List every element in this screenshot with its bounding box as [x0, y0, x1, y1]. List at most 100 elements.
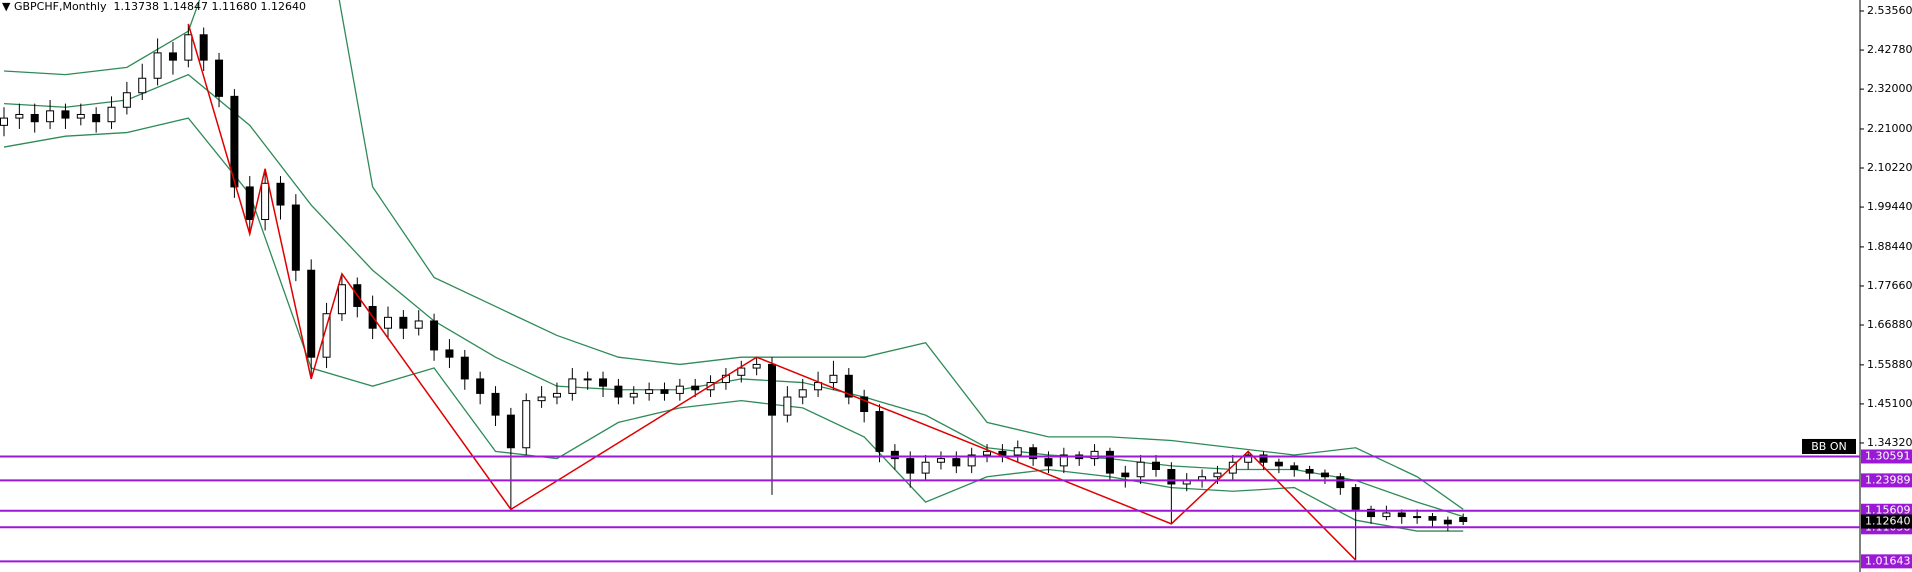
candle-body — [1105, 450, 1114, 474]
candle-body — [1136, 461, 1145, 478]
candle-body — [890, 450, 899, 460]
candle-body — [752, 363, 761, 369]
candle-body — [936, 458, 945, 463]
candle-body — [906, 458, 915, 474]
candle-body — [215, 59, 224, 97]
candle-body — [599, 378, 608, 387]
candle-body — [860, 396, 869, 413]
candle-body — [92, 113, 101, 123]
candle-body — [445, 349, 454, 358]
candle-body — [675, 385, 684, 394]
candle-body — [15, 113, 24, 119]
candle-body — [537, 396, 546, 402]
candle-body — [414, 320, 423, 329]
candle-body — [1428, 516, 1437, 521]
candle-body — [1320, 472, 1329, 478]
y-tick-label: 2.21000 — [1867, 122, 1912, 135]
candle-body — [384, 316, 392, 329]
candle-body — [230, 95, 239, 188]
candle-body — [184, 34, 193, 61]
candle-body — [107, 106, 116, 123]
y-tick-label: 2.32000 — [1867, 82, 1912, 95]
candle-body — [798, 389, 807, 398]
candle-body — [983, 450, 992, 456]
y-tick-label: 1.34320 — [1867, 436, 1912, 449]
level-label-bg — [1861, 473, 1912, 488]
level-label-bg — [1861, 503, 1912, 518]
level-label-bg — [1861, 554, 1912, 569]
candle-body — [875, 411, 884, 452]
candle-body — [1121, 472, 1130, 478]
candle-body — [307, 269, 316, 358]
level-label: 1.23989 — [1865, 473, 1911, 486]
plot-area — [0, 0, 1468, 561]
y-tick-label: 1.45100 — [1867, 397, 1912, 410]
candle-body — [737, 367, 746, 376]
candle-body — [1244, 454, 1253, 463]
candle-body — [967, 454, 976, 467]
level-label: 1.15609 — [1865, 504, 1911, 517]
candle-body — [1459, 517, 1468, 523]
candle-body — [1167, 468, 1176, 485]
close-label: 1.12640 — [260, 0, 307, 13]
candle-body — [1305, 468, 1314, 474]
indicator-label: BB ON — [1811, 440, 1846, 453]
candle-body — [614, 385, 623, 398]
y-tick-label: 1.66880 — [1867, 318, 1912, 331]
candle-body — [460, 356, 469, 380]
y-tick-label: 1.55880 — [1867, 358, 1912, 371]
candle-body — [61, 110, 70, 119]
chart-header: ▼ GBPCHF,Monthly 1.13738 1.14847 1.11680… — [2, 0, 306, 13]
candle-body — [768, 363, 776, 416]
candle-body — [660, 389, 669, 394]
candle-body — [491, 392, 500, 416]
candle-body — [430, 320, 439, 351]
candle-body — [291, 204, 300, 271]
candle-body — [1013, 447, 1022, 456]
level-label: 1.01643 — [1865, 554, 1911, 567]
candle-body — [1029, 447, 1038, 460]
candle-body — [844, 374, 853, 398]
candle-body — [1044, 458, 1053, 467]
level-label: 1.30591 — [1865, 449, 1911, 462]
bollinger-upper — [3, 0, 1464, 510]
candle-body — [261, 182, 270, 221]
candle-body — [168, 52, 177, 61]
candle-body — [122, 92, 131, 108]
last-price-label: 1.12640 — [1865, 515, 1911, 528]
candle-body — [1274, 461, 1283, 467]
candle-body — [1351, 487, 1360, 510]
candle-body — [0, 117, 8, 126]
candle-body — [952, 458, 961, 467]
candle-body — [245, 186, 254, 221]
low-label: 1.11680 — [211, 0, 258, 13]
candle-body — [1397, 512, 1406, 518]
y-tick-label: 1.88440 — [1867, 240, 1912, 253]
candle-body — [46, 110, 55, 123]
symbol: GBPCHF,Monthly — [13, 0, 107, 13]
candle-body — [30, 113, 39, 123]
candle-body — [399, 316, 408, 329]
indicator-bg — [1802, 438, 1856, 454]
candle-body — [583, 378, 592, 381]
candle-body — [1382, 512, 1391, 518]
candle-body — [522, 400, 531, 449]
candle-body — [153, 52, 162, 79]
y-tick-label: 2.42780 — [1867, 43, 1912, 56]
zigzag — [187, 23, 1357, 561]
candle-body — [921, 461, 930, 474]
candle-body — [1152, 461, 1160, 470]
candle-body — [1290, 465, 1299, 470]
candle-body — [552, 392, 561, 398]
y-tick-label: 1.99440 — [1867, 200, 1912, 213]
candle-body — [322, 313, 331, 358]
candle-body — [276, 182, 285, 206]
candle-body — [629, 392, 638, 398]
candle-body — [199, 34, 208, 61]
candle-body — [337, 284, 346, 315]
y-tick-label: 1.77660 — [1867, 279, 1912, 292]
y-tick-label: 2.53560 — [1867, 4, 1912, 17]
candle-body — [1059, 454, 1068, 467]
